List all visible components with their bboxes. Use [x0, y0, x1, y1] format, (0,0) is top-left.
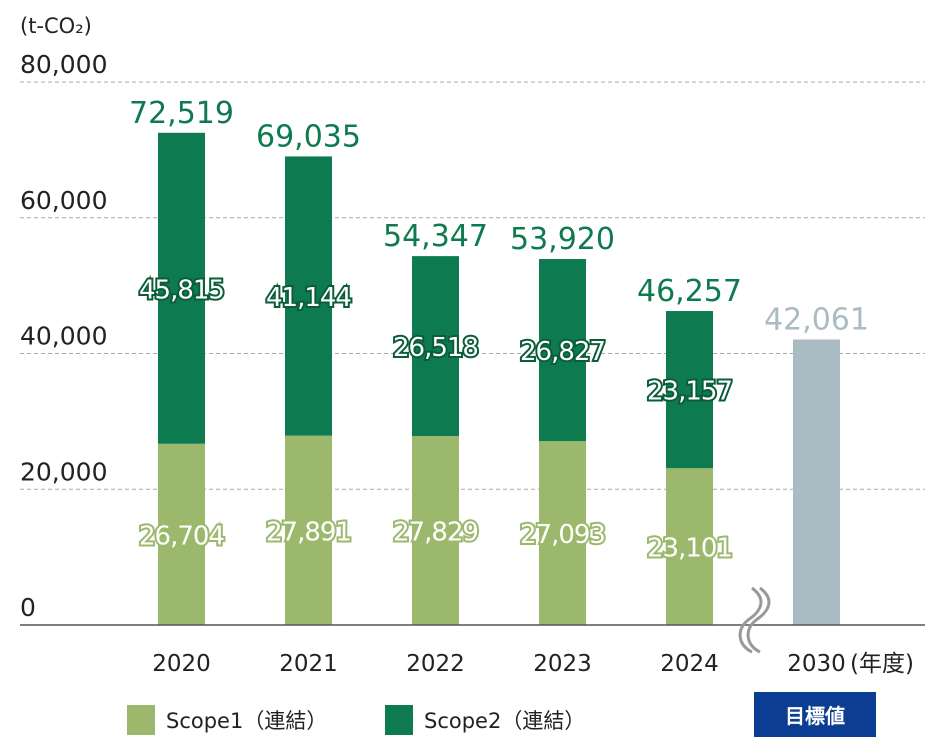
- x-tick-label: 2030: [787, 651, 846, 677]
- scope2-value-label: 45,815: [139, 275, 224, 305]
- scope2-value-label: 23,157: [647, 377, 732, 407]
- scope2-value-label: 26,518: [393, 333, 478, 363]
- bar-scope2: [539, 259, 586, 442]
- bar-scope1: [666, 468, 713, 625]
- axis-break-icon: [738, 586, 771, 654]
- scope1-value-label: 23,101: [647, 534, 732, 564]
- legend-swatch-scope2: [385, 705, 413, 735]
- y-tick-label: 60,000: [20, 186, 107, 215]
- legend: Scope1（連結） Scope2（連結）: [127, 705, 585, 735]
- y-tick-label: 40,000: [20, 322, 107, 351]
- bar-scope1: [285, 435, 332, 625]
- bar-scope1: [158, 443, 205, 625]
- scope1-value-label: 26,704: [139, 521, 224, 551]
- x-tick-label: 2020: [152, 651, 211, 677]
- total-value-label: 53,920: [510, 222, 615, 257]
- scope1-value-label: 27,891: [266, 517, 351, 547]
- x-tick-label: 2024: [660, 651, 719, 677]
- x-tick-label: 2023: [533, 651, 592, 677]
- legend-label-scope2: Scope2（連結）: [424, 709, 585, 733]
- target-badge-label: 目標値: [785, 704, 845, 728]
- legend-label-scope1: Scope1（連結）: [166, 709, 327, 733]
- x-unit-label: (年度): [850, 651, 914, 677]
- bar-scope1: [539, 441, 586, 625]
- bar-scope2: [158, 132, 205, 444]
- scope2-value-label: 26,827: [520, 337, 605, 367]
- bar-scope2: [412, 256, 459, 437]
- total-value-label: 54,347: [383, 219, 488, 254]
- bar-scope1: [412, 436, 459, 625]
- legend-swatch-scope1: [127, 705, 155, 735]
- scope1-value-label: 27,829: [393, 518, 478, 548]
- scope2-value-label: 41,144: [266, 283, 351, 313]
- bar-scope2: [666, 311, 713, 469]
- target-badge: [754, 692, 876, 737]
- total-value-label: 72,519: [129, 96, 234, 131]
- y-tick-label: 80,000: [20, 50, 107, 79]
- target-value-label: 42,061: [764, 303, 869, 338]
- total-value-label: 69,035: [256, 119, 361, 154]
- y-unit-label: (t-CO₂): [20, 14, 92, 38]
- bar-scope2: [285, 156, 332, 436]
- bar-target: [793, 339, 840, 625]
- y-tick-label: 20,000: [20, 457, 107, 486]
- total-value-label: 46,257: [637, 274, 742, 309]
- scope1-value-label: 27,093: [520, 520, 605, 550]
- y-tick-label: 0: [20, 593, 36, 622]
- x-tick-label: 2022: [406, 651, 465, 677]
- x-tick-label: 2021: [279, 651, 338, 677]
